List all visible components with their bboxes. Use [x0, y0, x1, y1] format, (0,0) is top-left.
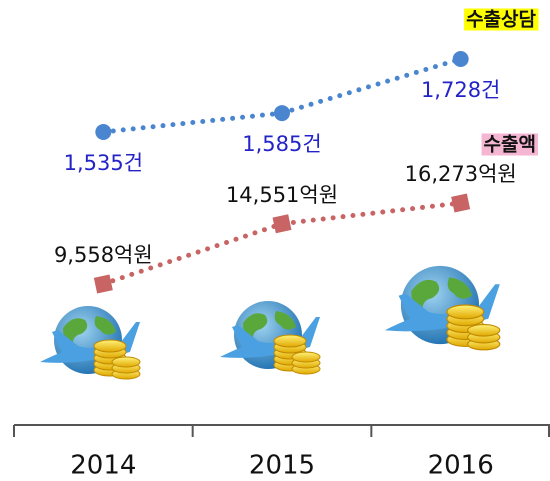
series-line	[100, 200, 464, 287]
data-label: 14,551억원	[226, 183, 338, 207]
point	[95, 124, 112, 140]
legend-background	[481, 133, 538, 156]
x-tick-label: 2015	[249, 451, 315, 481]
x-tick-label: 2014	[70, 451, 136, 481]
point	[272, 214, 292, 234]
data-label: 16,273억원	[405, 162, 517, 186]
legend-background	[464, 8, 539, 31]
data-label: 1,585건	[242, 132, 321, 156]
x-tick-label: 2016	[428, 451, 494, 481]
data-label: 1,535건	[64, 151, 143, 175]
icon	[39, 305, 141, 380]
point	[452, 51, 469, 67]
legend-label: 수출액	[484, 134, 536, 156]
data-label: 9,558억원	[54, 243, 153, 267]
point	[451, 193, 471, 213]
point	[274, 105, 290, 122]
point	[93, 274, 113, 294]
icon	[384, 265, 501, 351]
legend-label: 수출상담	[466, 9, 536, 31]
icon	[219, 300, 321, 375]
data-label: 1,728건	[421, 78, 500, 102]
